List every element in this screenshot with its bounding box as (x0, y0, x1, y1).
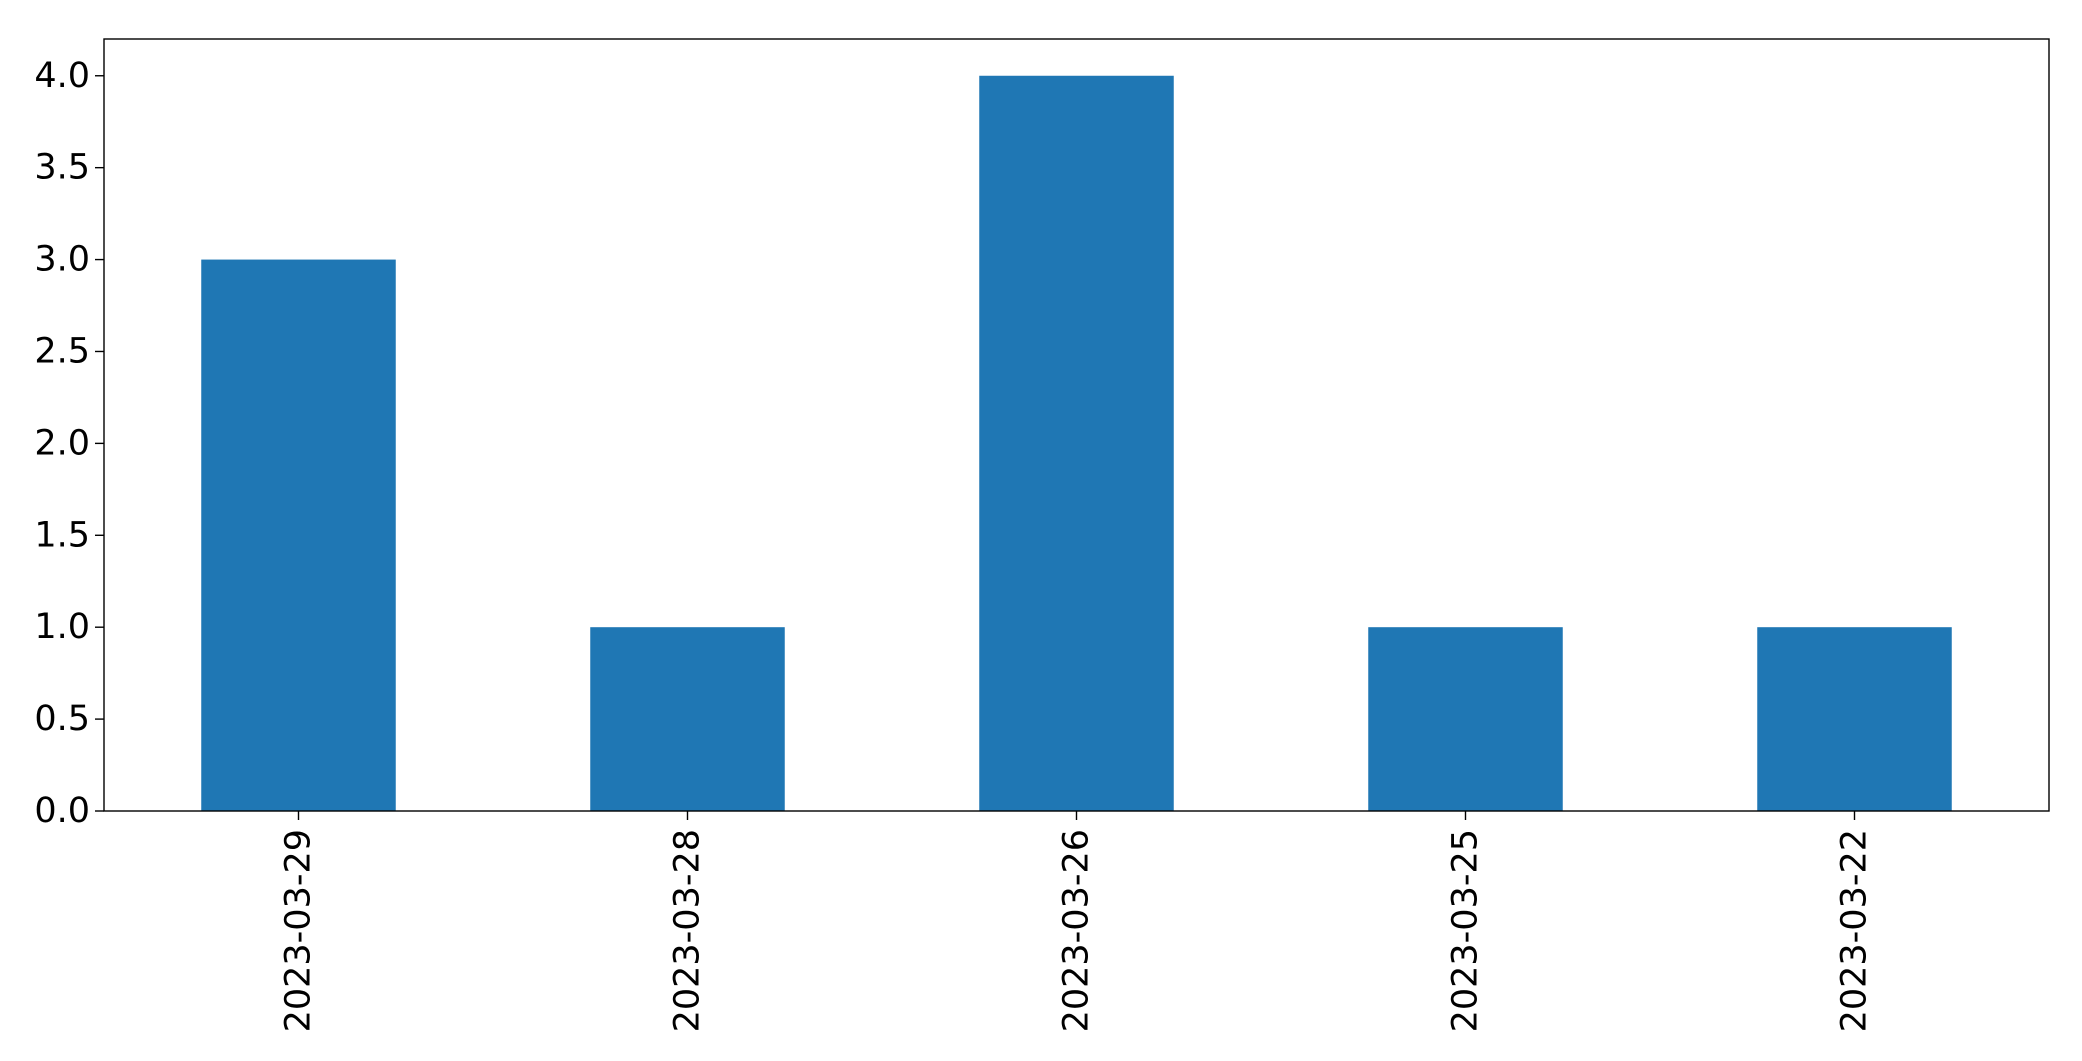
y-tick-label: 1.5 (34, 515, 90, 555)
y-tick-label: 3.5 (34, 148, 90, 188)
y-axis-ticks: 0.0 0.5 1.0 1.5 2.0 2.5 3.0 3.5 4.0 (34, 56, 104, 831)
bar-2023-03-25 (1368, 627, 1563, 811)
x-tick-label: 2023-03-26 (1057, 829, 1097, 1032)
bar-2023-03-29 (201, 259, 396, 812)
bar-2023-03-28 (590, 627, 785, 811)
plot-area-frame (103, 38, 2050, 812)
y-tick-label: 2.5 (34, 331, 90, 371)
y-tick-label: 0.0 (34, 791, 90, 831)
y-tick-label: 1.0 (34, 607, 90, 647)
x-tick-label: 2023-03-28 (668, 829, 708, 1032)
bar-2023-03-22 (1757, 627, 1952, 811)
y-tick-label: 4.0 (34, 56, 90, 96)
x-tick-label: 2023-03-29 (279, 829, 319, 1032)
bars-layer (201, 75, 1952, 812)
bar-2023-03-26 (979, 75, 1174, 811)
x-axis-ticks: 2023-03-29 2023-03-28 2023-03-26 2023-03-25… (279, 811, 1875, 1032)
y-tick-label: 3.0 (34, 240, 90, 280)
x-tick-label: 2023-03-25 (1446, 829, 1486, 1032)
y-tick-label: 0.5 (34, 699, 90, 739)
y-tick-label: 2.0 (34, 423, 90, 463)
x-tick-label: 2023-03-22 (1835, 829, 1875, 1032)
